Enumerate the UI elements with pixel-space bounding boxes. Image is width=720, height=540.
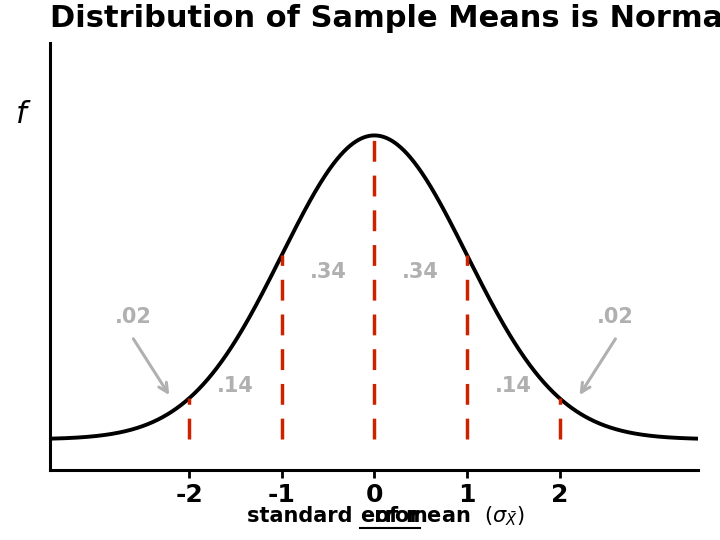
Text: .14: .14 <box>495 376 531 396</box>
Text: standard: standard <box>247 505 360 526</box>
Text: .34: .34 <box>402 262 439 282</box>
Text: .34: .34 <box>310 262 346 282</box>
Y-axis label: f: f <box>16 99 27 129</box>
Text: of mean  $(\sigma_{\bar{X}})$: of mean $(\sigma_{\bar{X}})$ <box>360 504 525 528</box>
Text: .02: .02 <box>115 307 152 327</box>
Text: Distribution of Sample Means is Normal: Distribution of Sample Means is Normal <box>50 4 720 32</box>
Text: .02: .02 <box>597 307 634 327</box>
Text: error: error <box>360 505 420 526</box>
Text: .14: .14 <box>217 376 254 396</box>
